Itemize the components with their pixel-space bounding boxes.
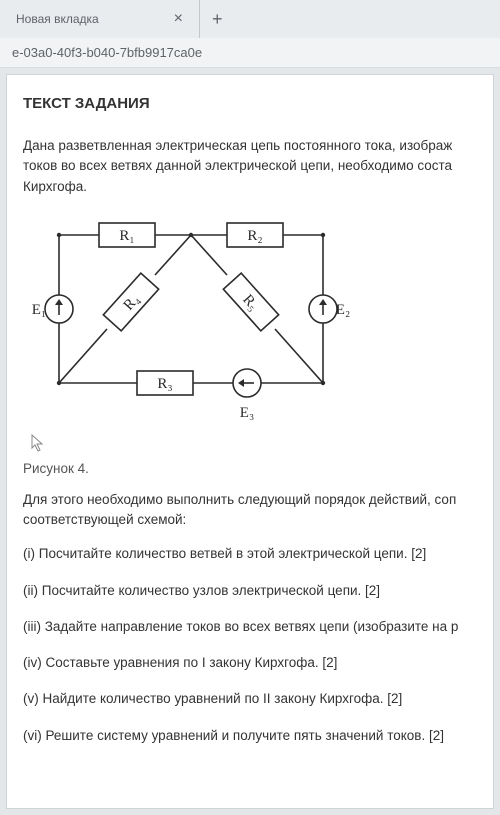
svg-text:E₃: E₃ xyxy=(240,405,254,421)
task-intro: Дана разветвленная электрическая цепь по… xyxy=(23,136,477,197)
tab-close-icon[interactable]: × xyxy=(166,10,191,28)
url-bar[interactable]: e-03a0-40f3-b040-7bfb9917ca0e xyxy=(0,38,500,68)
section-title: ТЕКСТ ЗАДАНИЯ xyxy=(23,95,477,112)
document-content: ТЕКСТ ЗАДАНИЯ Дана разветвленная электри… xyxy=(6,74,494,809)
task-item-3: (iii) Задайте направление токов во всех … xyxy=(23,617,477,637)
svg-text:R₂: R₂ xyxy=(247,228,262,244)
new-tab-icon[interactable]: + xyxy=(200,9,235,30)
subtask-intro: Для этого необходимо выполнить следующий… xyxy=(23,490,477,531)
svg-text:E₂: E₂ xyxy=(336,302,350,318)
svg-text:R₁: R₁ xyxy=(119,228,134,244)
task-item-1: (i) Посчитайте количество ветвей в этой … xyxy=(23,544,477,564)
task-item-6: (vi) Решите систему уравнений и получите… xyxy=(23,726,477,746)
circuit-diagram: R₁ R₂ E₁ E₂ xyxy=(31,213,477,428)
task-item-4: (iv) Составьте уравнения по I закону Кир… xyxy=(23,653,477,673)
svg-text:E₁: E₁ xyxy=(32,302,46,318)
content-wrapper: ТЕКСТ ЗАДАНИЯ Дана разветвленная электри… xyxy=(0,68,500,815)
browser-tab[interactable]: Новая вкладка × xyxy=(0,0,200,38)
browser-tab-bar: Новая вкладка × + xyxy=(0,0,500,38)
figure-caption: Рисунок 4. xyxy=(23,461,477,476)
svg-text:R₃: R₃ xyxy=(157,376,172,392)
cursor-icon xyxy=(31,434,477,457)
tab-title: Новая вкладка xyxy=(16,12,99,26)
task-item-5: (v) Найдите количество уравнений по II з… xyxy=(23,689,477,709)
task-item-2: (ii) Посчитайте количество узлов электри… xyxy=(23,581,477,601)
url-text: e-03a0-40f3-b040-7bfb9917ca0e xyxy=(12,45,202,60)
